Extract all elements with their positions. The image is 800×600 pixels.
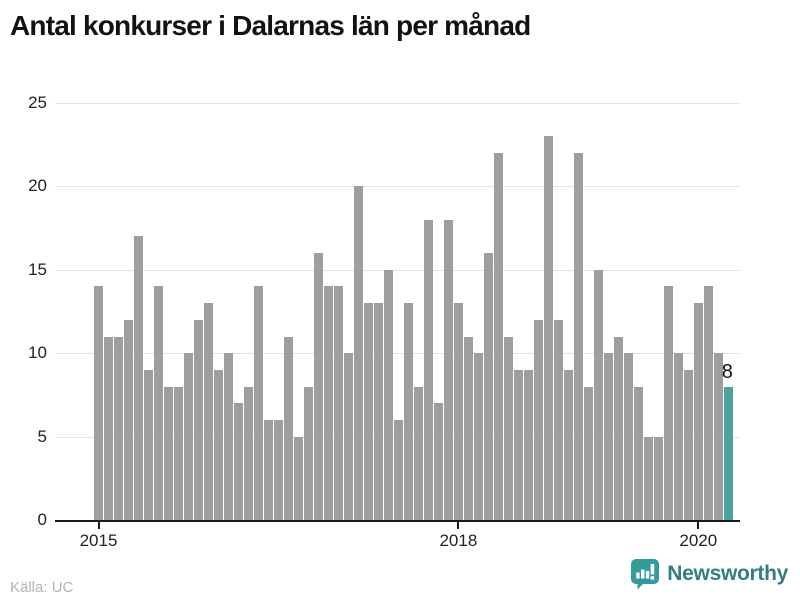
chart-bar (453, 303, 464, 520)
chart-bar (263, 419, 274, 520)
x-axis-label-2015: 2015 (79, 531, 118, 550)
y-axis-label-15: 15 (28, 259, 47, 279)
chart-bar (543, 136, 553, 520)
chart-bar (503, 336, 514, 520)
gridline-15 (55, 269, 740, 271)
gridline-25 (55, 103, 740, 104)
chart-bar (583, 386, 593, 520)
chart-bar (113, 336, 124, 520)
chart-bar (533, 319, 543, 520)
chart-bar (273, 419, 284, 520)
chart-bar (253, 286, 264, 520)
chart-bar (513, 369, 524, 520)
chart-bar (413, 386, 424, 520)
chart-bar (183, 353, 194, 520)
chart-bar (373, 303, 384, 520)
chart-bar (383, 269, 394, 520)
chart-bar (143, 369, 154, 520)
chart-bar (103, 336, 114, 520)
chart-bar (483, 253, 494, 520)
chart-bar (163, 386, 174, 520)
chart-bar (333, 286, 344, 520)
chart-bar (493, 153, 504, 520)
chart-bar (603, 353, 613, 520)
chart-bar (223, 353, 234, 520)
chart-bar (173, 386, 184, 520)
chart-bar (313, 253, 324, 520)
chart-bar (563, 369, 573, 520)
chart-bar (623, 353, 633, 520)
chart-bar (633, 386, 643, 520)
chart-bar (403, 303, 414, 520)
chart-bar (423, 219, 434, 520)
y-axis-label-5: 5 (37, 426, 47, 446)
y-axis-label-25: 25 (28, 93, 47, 112)
chart-bar (283, 336, 294, 520)
y-axis-label-10: 10 (28, 343, 47, 363)
chart-bar (703, 286, 713, 520)
x-axis-tick-2015 (97, 522, 100, 529)
chart-bar (393, 419, 404, 520)
chart-bar (303, 386, 314, 520)
x-axis-line (55, 520, 740, 522)
x-axis-label-2020: 2020 (679, 531, 718, 550)
chart-bar (593, 269, 603, 520)
newsworthy-logo-icon (630, 558, 660, 590)
chart-bar (433, 403, 444, 520)
chart-bar (353, 186, 364, 520)
x-axis-tick-2018 (457, 522, 460, 529)
chart-bar (573, 153, 583, 520)
chart-title: Antal konkurser i Dalarnas län per månad (10, 10, 531, 41)
chart-bar (683, 369, 693, 520)
last-value-label: 8 (721, 360, 733, 383)
chart-bar (443, 219, 454, 520)
chart-bar (613, 336, 623, 520)
chart-bar (653, 436, 663, 520)
chart-bar-highlighted (723, 386, 733, 520)
chart-bar (463, 336, 474, 520)
chart-bar (133, 236, 144, 520)
chart-bar (343, 353, 354, 520)
chart-bar (363, 303, 374, 520)
newsworthy-logo: Newsworthy (630, 558, 788, 590)
chart-bar (523, 369, 534, 520)
chart-bar (673, 353, 683, 520)
source-note: Källa: UC (10, 579, 74, 596)
newsworthy-logo-text: Newsworthy (667, 562, 788, 585)
gridline-10 (55, 353, 740, 355)
chart-bar (643, 436, 653, 520)
chart-bar (713, 353, 723, 520)
chart-bar (93, 286, 104, 520)
chart-bar (213, 369, 224, 520)
chart-bar (323, 286, 334, 520)
chart-bar (473, 353, 484, 520)
y-axis-label-20: 20 (28, 176, 47, 196)
chart-bar (553, 319, 563, 520)
chart-bar (693, 303, 703, 520)
y-axis-label-0: 0 (37, 510, 47, 529)
chart-bar (293, 436, 304, 520)
chart-bar (203, 303, 214, 520)
x-axis-tick-2020 (697, 522, 700, 529)
chart-bar (233, 403, 244, 520)
chart-bar (123, 319, 134, 520)
chart-bar (193, 319, 204, 520)
x-axis-label-2018: 2018 (439, 531, 478, 550)
gridline-20 (55, 186, 740, 188)
chart-bar (243, 386, 254, 520)
chart-bar (663, 286, 673, 520)
chart-bar (153, 286, 164, 520)
